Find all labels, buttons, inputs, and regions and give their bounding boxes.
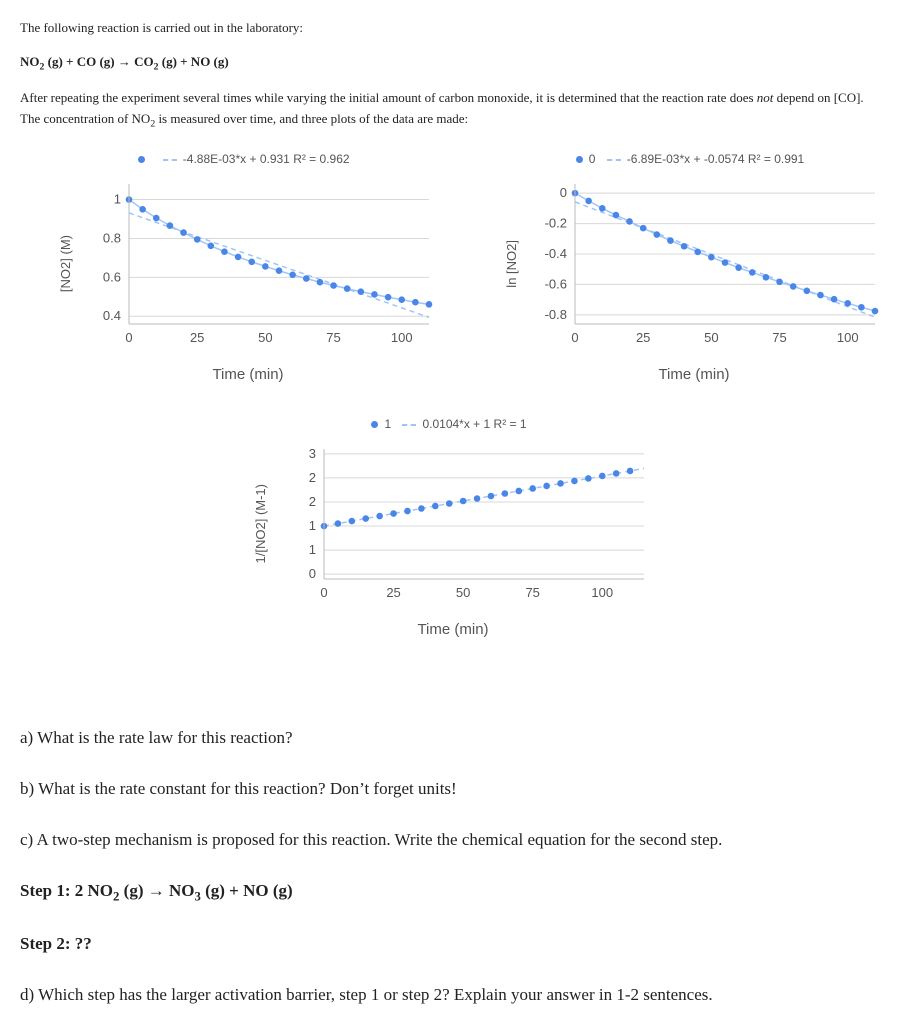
plot-no2-vs-time: -4.88E-03*x + 0.931 R² = 0.962 [NO2] (M)…: [50, 152, 446, 383]
svg-text:100: 100: [390, 330, 412, 345]
svg-text:100: 100: [591, 585, 613, 600]
trend-line-icon: [402, 424, 416, 426]
svg-text:75: 75: [772, 330, 786, 345]
plot1-xlabel: Time (min): [50, 366, 446, 383]
svg-text:1: 1: [113, 192, 120, 207]
plot2-legend: 0 -6.89E-03*x + -0.0574 R² = 0.991: [576, 152, 812, 166]
plot-lnno2-vs-time: 0 -6.89E-03*x + -0.0574 R² = 0.991 ln [N…: [496, 152, 892, 383]
plots-row-top: -4.88E-03*x + 0.931 R² = 0.962 [NO2] (M)…: [50, 152, 886, 383]
point-marker-icon: [371, 421, 378, 428]
svg-text:75: 75: [326, 330, 340, 345]
svg-text:0: 0: [571, 330, 578, 345]
intro-line-1: The following reaction is carried out in…: [20, 18, 886, 39]
svg-text:25: 25: [189, 330, 203, 345]
point-marker-icon: [576, 156, 583, 163]
svg-text:100: 100: [836, 330, 858, 345]
svg-text:-0.2: -0.2: [544, 216, 566, 231]
plot3-xlabel: Time (min): [245, 621, 661, 638]
svg-text:3: 3: [308, 446, 315, 461]
plot1-trend-eq: -4.88E-03*x + 0.931 R² = 0.962: [183, 152, 350, 166]
svg-text:25: 25: [386, 585, 400, 600]
mechanism-step-1: Step 1: 2 NO2 (g) → NO3 (g) + NO (g): [20, 871, 886, 912]
svg-text:1: 1: [308, 542, 315, 557]
svg-text:-0.4: -0.4: [544, 246, 566, 261]
plot1-svg: 0.4 0.6 0.8 1 0 25 50 75 100: [79, 174, 439, 354]
trend-line-icon: [163, 159, 177, 161]
svg-text:0: 0: [308, 566, 315, 581]
svg-text:0: 0: [125, 330, 132, 345]
plot3-svg: 0 1 1 2 2 3 0 25 50 75 100: [274, 439, 654, 609]
svg-text:2: 2: [308, 494, 315, 509]
svg-text:50: 50: [258, 330, 272, 345]
plot2-series-num: 0: [589, 152, 596, 166]
svg-text:0.6: 0.6: [102, 269, 120, 284]
plots-row-bottom: 1 0.0104*x + 1 R² = 1 1/[NO2] (M-1) 0 1 1 2…: [20, 417, 886, 638]
plot3-series-num: 1: [384, 417, 391, 431]
question-b: b) What is the rate constant for this re…: [20, 769, 886, 808]
question-c: c) A two-step mechanism is proposed for …: [20, 820, 886, 859]
svg-text:50: 50: [704, 330, 718, 345]
svg-text:2: 2: [308, 470, 315, 485]
plot3-trend-eq: 0.0104*x + 1 R² = 1: [422, 417, 526, 431]
plot2-xlabel: Time (min): [496, 366, 892, 383]
trend-line-icon: [607, 159, 621, 161]
plot3-legend: 1 0.0104*x + 1 R² = 1: [371, 417, 534, 431]
intro-line-2: After repeating the experiment several t…: [20, 88, 886, 132]
svg-text:25: 25: [635, 330, 649, 345]
plot2-trend-eq: -6.89E-03*x + -0.0574 R² = 0.991: [627, 152, 804, 166]
question-d: d) Which step has the larger activation …: [20, 975, 886, 1014]
intro-block: The following reaction is carried out in…: [20, 18, 886, 132]
svg-text:1: 1: [308, 518, 315, 533]
plot1-legend: -4.88E-03*x + 0.931 R² = 0.962: [138, 152, 357, 166]
plot3-ylabel: 1/[NO2] (M-1): [253, 484, 268, 563]
plot-invno2-vs-time: 1 0.0104*x + 1 R² = 1 1/[NO2] (M-1) 0 1 1 2…: [245, 417, 661, 638]
point-marker-icon: [138, 156, 145, 163]
question-a: a) What is the rate law for this reactio…: [20, 718, 886, 757]
svg-text:-0.8: -0.8: [544, 307, 566, 322]
svg-text:0.8: 0.8: [102, 230, 120, 245]
plot1-ylabel: [NO2] (M): [58, 235, 73, 292]
svg-text:50: 50: [455, 585, 469, 600]
questions-block: a) What is the rate law for this reactio…: [20, 718, 886, 1014]
svg-text:75: 75: [525, 585, 539, 600]
svg-text:0: 0: [559, 185, 566, 200]
svg-text:0: 0: [320, 585, 327, 600]
plot2-svg: -0.8 -0.6 -0.4 -0.2 0 0 25 50 75 100: [525, 174, 885, 354]
svg-text:-0.6: -0.6: [544, 276, 566, 291]
plot2-ylabel: ln [NO2]: [504, 240, 519, 288]
reaction-equation: NO2 (g) + CO (g) → CO2 (g) + NO (g): [20, 52, 886, 75]
mechanism-step-2: Step 2: ??: [20, 924, 886, 963]
svg-text:0.4: 0.4: [102, 308, 120, 323]
